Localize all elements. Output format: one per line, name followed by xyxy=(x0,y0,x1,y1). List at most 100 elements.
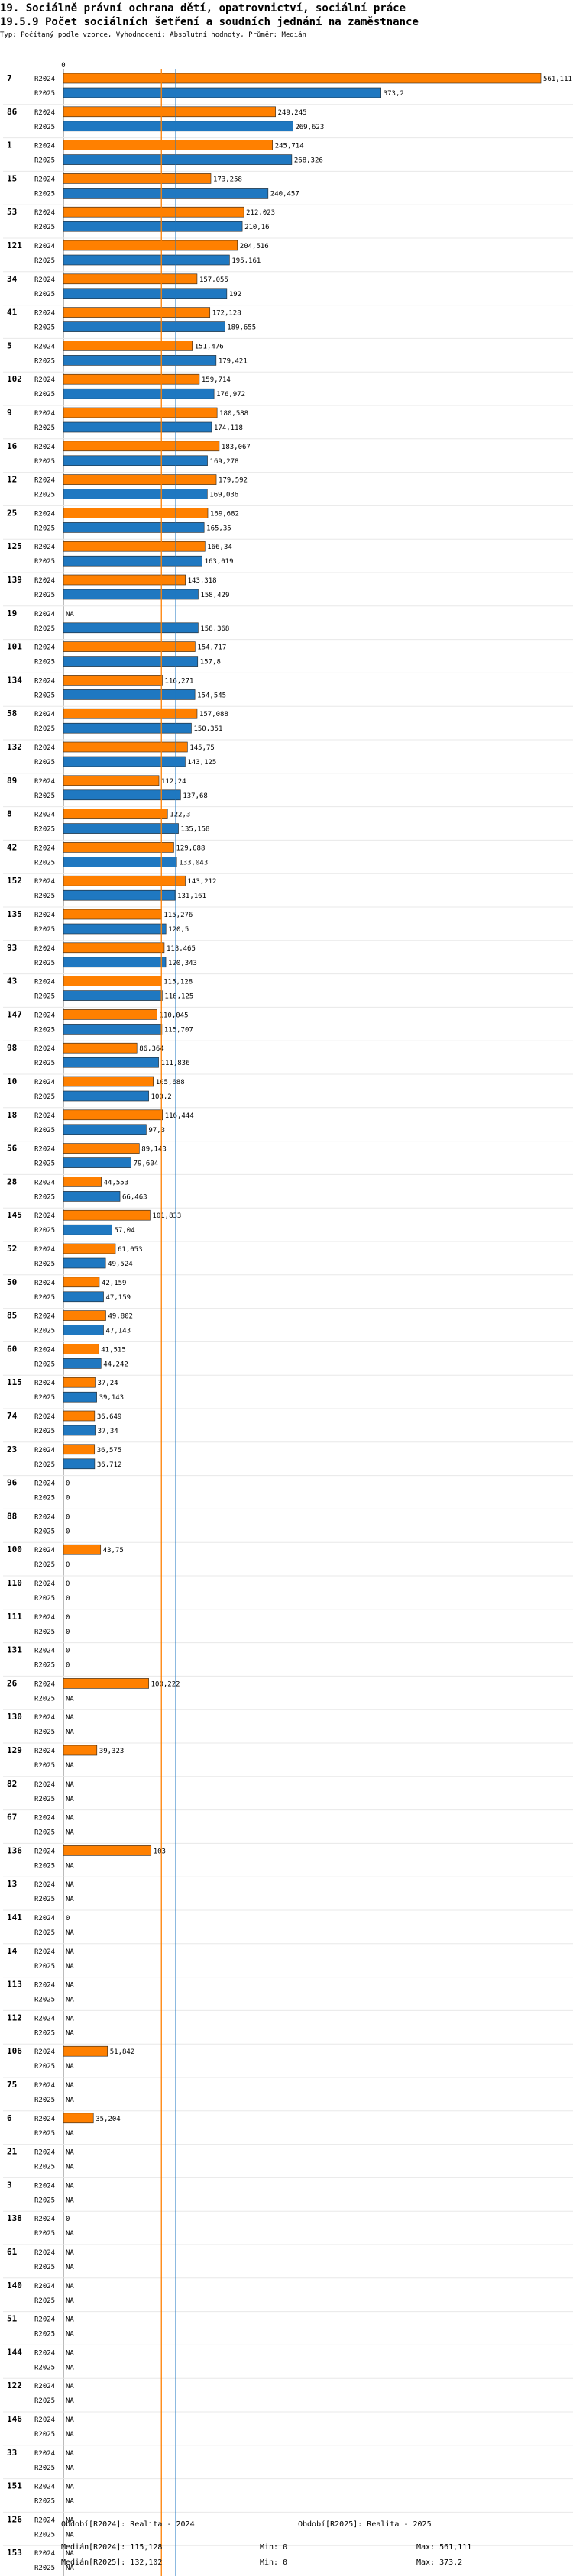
bar-value-label: NA xyxy=(66,2230,74,2238)
series-label: R2024 xyxy=(34,1848,55,1855)
bar-value-label: 44,242 xyxy=(103,1361,128,1368)
bar-value-label: 89,143 xyxy=(141,1146,167,1154)
group-id-label: 60 xyxy=(7,1344,17,1354)
series-label: R2025 xyxy=(34,1294,55,1302)
series-label: R2024 xyxy=(34,510,55,518)
series-label: R2024 xyxy=(34,2383,55,2390)
bar xyxy=(63,1358,102,1369)
bar-value-label: 179,592 xyxy=(219,477,248,485)
series-label: R2025 xyxy=(34,926,55,934)
median-2024-label: Medián[R2024]: 115,128 xyxy=(61,2543,163,2552)
bar xyxy=(63,1344,99,1354)
series-label: R2025 xyxy=(34,1929,55,1937)
bar-value-label: 120,5 xyxy=(168,926,189,934)
series-label: R2025 xyxy=(34,291,55,299)
group-id-label: 125 xyxy=(7,541,22,551)
bar xyxy=(63,173,212,184)
series-label: R2024 xyxy=(34,1881,55,1889)
series-label: R2024 xyxy=(34,209,55,217)
bar-value-label: NA xyxy=(66,1714,74,1722)
series-label: R2025 xyxy=(34,2130,55,2138)
bar xyxy=(63,474,217,485)
series-label: R2024 xyxy=(34,1781,55,1789)
bar-value-label: 0 xyxy=(66,1915,70,1922)
series-label: R2024 xyxy=(34,2048,55,2056)
bar-value-label: 47,143 xyxy=(106,1328,131,1335)
series-label: R2024 xyxy=(34,644,55,652)
bar-value-label: NA xyxy=(66,1815,74,1822)
bar-value-label: 47,159 xyxy=(106,1294,131,1302)
bar-value-label: NA xyxy=(66,2182,74,2190)
bar-value-label: 245,714 xyxy=(275,143,304,150)
bar xyxy=(63,373,200,385)
bar xyxy=(63,288,228,299)
series-label: R2025 xyxy=(34,224,55,231)
bar-value-label: NA xyxy=(66,1796,74,1803)
bar xyxy=(63,2045,108,2057)
series-label: R2024 xyxy=(34,1480,55,1488)
bar-value-label: 154,717 xyxy=(197,644,226,652)
bar-value-label: NA xyxy=(66,2316,74,2324)
bar xyxy=(63,522,205,533)
series-label: R2025 xyxy=(34,1561,55,1569)
group-id-label: 129 xyxy=(7,1745,22,1755)
bar xyxy=(63,775,160,786)
series-label: R2024 xyxy=(34,1079,55,1086)
bar-value-label: NA xyxy=(66,2164,74,2171)
bar-value-label: NA xyxy=(66,2431,74,2439)
series-label: R2025 xyxy=(34,592,55,599)
series-label: R2025 xyxy=(34,1261,55,1268)
series-label: R2025 xyxy=(34,1528,55,1535)
bar-value-label: NA xyxy=(66,1829,74,1837)
group-id-label: 102 xyxy=(7,374,22,384)
bar-value-label: NA xyxy=(66,2416,74,2424)
series-label: R2025 xyxy=(34,1361,55,1368)
series-label: R2025 xyxy=(34,1060,55,1067)
bar xyxy=(63,923,167,935)
group-id-label: 131 xyxy=(7,1645,22,1655)
series-label: R2025 xyxy=(34,1026,55,1034)
bar xyxy=(63,857,177,867)
series-label: R2025 xyxy=(34,859,55,867)
series-label: R2024 xyxy=(34,376,55,384)
bar xyxy=(63,789,181,801)
bar xyxy=(63,307,211,318)
bar-value-label: 373,2 xyxy=(384,90,404,98)
bar-value-label: 268,326 xyxy=(294,157,323,165)
group-id-label: 134 xyxy=(7,675,22,685)
bar-value-label: 143,212 xyxy=(188,878,217,886)
x-axis-zero-label: 0 xyxy=(61,62,65,69)
series-label: R2025 xyxy=(34,893,55,900)
bar-value-label: NA xyxy=(66,2349,74,2357)
bar-value-label: 49,524 xyxy=(108,1261,133,1268)
series-label: R2024 xyxy=(34,109,55,117)
bar xyxy=(63,1291,104,1303)
group-id-label: 50 xyxy=(7,1277,17,1287)
series-label: R2025 xyxy=(34,792,55,800)
group-id-label: 112 xyxy=(7,2013,22,2022)
series-label: R2025 xyxy=(34,2197,55,2204)
series-label: R2025 xyxy=(34,2230,55,2238)
series-label: R2025 xyxy=(34,625,55,633)
bar xyxy=(63,1257,106,1269)
series-label: R2024 xyxy=(34,2182,55,2190)
series-label: R2024 xyxy=(34,1680,55,1688)
bar-value-label: 157,088 xyxy=(199,711,228,718)
series-label: R2024 xyxy=(34,945,55,953)
bar-value-label: 105,688 xyxy=(156,1079,185,1086)
bar-value-label: NA xyxy=(66,1929,74,1937)
series-label: R2024 xyxy=(34,912,55,919)
bar xyxy=(63,1544,102,1555)
group-id-label: 140 xyxy=(7,2281,22,2290)
bar xyxy=(63,541,206,552)
series-label: R2025 xyxy=(34,2063,55,2071)
series-label: R2024 xyxy=(34,1413,55,1421)
series-label: R2025 xyxy=(34,2029,55,2037)
series-label: R2025 xyxy=(34,2097,55,2104)
series-label: R2024 xyxy=(34,2516,55,2524)
bar-value-label: 212,023 xyxy=(246,209,275,217)
bar xyxy=(63,756,186,767)
series-label: R2025 xyxy=(34,1762,55,1770)
bar-value-label: 129,688 xyxy=(176,844,205,852)
bar-value-label: NA xyxy=(66,2149,74,2157)
